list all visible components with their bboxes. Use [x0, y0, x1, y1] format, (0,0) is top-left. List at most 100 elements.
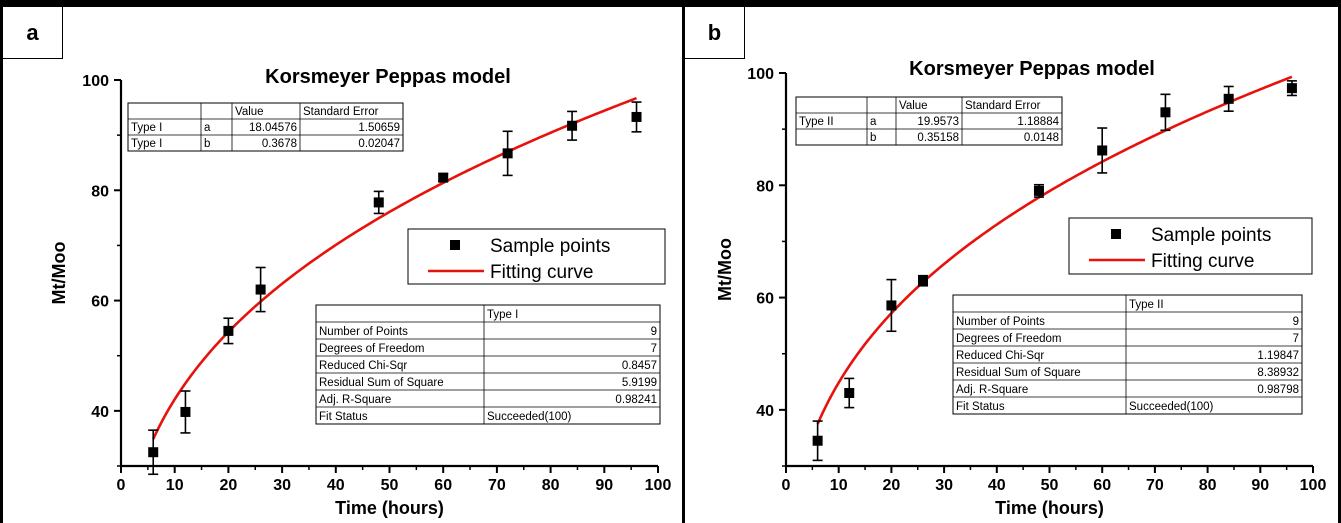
stats-table-a-cell: Degrees of Freedom	[319, 343, 424, 355]
y-axis-label-b: Mt/Moo	[715, 238, 735, 301]
sample-point-a	[502, 148, 513, 159]
y-tick-label-a: 40	[91, 404, 109, 421]
y-tick-label-b: 60	[756, 291, 774, 308]
x-tick-label-a: 100	[645, 477, 672, 494]
param-table-a-cell: Value	[235, 106, 264, 118]
sample-point-a	[373, 197, 384, 208]
stats-table-b-cell: Succeeded(100)	[1129, 401, 1214, 413]
param-table-b-cell: a	[870, 116, 877, 128]
sample-point-a	[631, 111, 642, 122]
x-tick-label-b: 40	[988, 477, 1006, 494]
sample-point-b	[844, 388, 855, 399]
stats-table-a-box	[315, 304, 661, 425]
stats-table-b-cell: 8.38932	[1257, 367, 1299, 379]
stats-table-a-cell: 0.8457	[622, 360, 657, 372]
param-table-b-cell: 0.35158	[917, 132, 959, 144]
sample-point-b	[1223, 93, 1234, 104]
x-tick-label-a: 20	[220, 477, 238, 494]
y-tick-label-a: 100	[82, 73, 109, 90]
x-tick-label-a: 40	[327, 477, 345, 494]
y-tick-label-b: 100	[747, 66, 774, 83]
x-tick-label-b: 100	[1300, 477, 1327, 494]
y-tick-label-b: 80	[756, 178, 774, 195]
x-tick-label-b: 10	[830, 477, 848, 494]
stats-table-a-cell: 5.9199	[622, 377, 657, 389]
legend-label-sample-a: Sample points	[490, 236, 610, 257]
x-tick-label-a: 80	[542, 477, 560, 494]
chart-title-b: Korsmeyer Peppas model	[909, 58, 1155, 80]
chart-title-a: Korsmeyer Peppas model	[265, 66, 511, 88]
x-tick-label-b: 80	[1199, 477, 1217, 494]
sample-point-b	[1286, 83, 1297, 94]
param-table-a-cell: 0.3678	[262, 138, 297, 150]
stats-table-b-box	[952, 294, 1303, 415]
x-axis-label-b: Time (hours)	[995, 498, 1104, 518]
param-table-b-cell: Standard Error	[965, 100, 1041, 112]
sample-point-b	[812, 435, 823, 446]
stats-table-b-cell: Degrees of Freedom	[956, 333, 1061, 345]
panel-label-a: a	[3, 7, 63, 59]
y-axis-label-a: Mt/Moo	[49, 242, 69, 305]
x-tick-label-a: 10	[166, 477, 184, 494]
param-table-a-cell: a	[204, 122, 211, 134]
stats-table-a-cell: Reduced Chi-Sqr	[319, 360, 407, 372]
legend-marker-square-b	[1111, 229, 1121, 239]
legend-label-sample-b: Sample points	[1151, 225, 1271, 246]
y-tick-label-a: 60	[91, 294, 109, 311]
legend-box-b	[1068, 217, 1313, 275]
x-tick-label-a: 70	[488, 477, 506, 494]
y-tick-label-b: 40	[756, 403, 774, 420]
param-table-b-cell: 0.0148	[1024, 132, 1059, 144]
stats-table-a-cell: Fit Status	[319, 411, 368, 423]
legend-marker-square-a	[450, 240, 460, 250]
sample-point-a	[223, 325, 234, 336]
param-table-a-cell: 0.02047	[358, 138, 400, 150]
stats-table-a-cell: 7	[651, 343, 657, 355]
x-tick-label-a: 30	[273, 477, 291, 494]
param-table-b-box	[795, 96, 1063, 146]
stats-table-a-cell: Type I	[487, 309, 518, 321]
stats-table-b-cell: 1.19847	[1257, 350, 1299, 362]
x-tick-label-a: 50	[381, 477, 399, 494]
stats-table-b-cell: 0.98798	[1257, 384, 1299, 396]
chart-panel-b: Korsmeyer Peppas model 0 10 20 30 40 50 60 70 80 9…	[682, 0, 1341, 523]
stats-table-a-cell: Residual Sum of Square	[319, 377, 444, 389]
legend-label-fit-a: Fitting curve	[490, 262, 593, 283]
sample-point-b	[918, 275, 929, 286]
param-table-b-cell: Type II	[799, 116, 834, 128]
sample-point-b	[1033, 185, 1044, 196]
stats-table-a-cell: 9	[651, 326, 657, 338]
chart-svg-a: Korsmeyer Peppas model 0 10 20 30 40 50 60 70 80 9…	[49, 66, 672, 518]
sample-point-b	[1160, 107, 1171, 118]
stats-table-b-cell: Type II	[1129, 299, 1164, 311]
param-table-a-cell: Type I	[131, 138, 162, 150]
stats-table-b-cell: Adj. R-Square	[956, 384, 1028, 396]
param-table-a-box	[127, 102, 404, 152]
stats-table-b-cell: Residual Sum of Square	[956, 367, 1081, 379]
x-tick-label-b: 70	[1146, 477, 1164, 494]
param-table-b-cell: 19.9573	[917, 116, 959, 128]
x-axis-label-a: Time (hours)	[335, 498, 444, 518]
stats-table-b-cell: Reduced Chi-Sqr	[956, 350, 1044, 362]
x-tick-label-b: 30	[935, 477, 953, 494]
param-table-a-cell: Standard Error	[303, 106, 379, 118]
stats-table-a-cell: 0.98241	[615, 394, 657, 406]
x-tick-label-a: 60	[434, 477, 452, 494]
stats-table-b-cell: 9	[1293, 316, 1299, 328]
param-table-b-cell: 1.18884	[1017, 116, 1059, 128]
x-tick-label-a: 90	[595, 477, 613, 494]
param-table-a-cell: b	[204, 138, 210, 150]
param-table-a-cell: 18.04576	[249, 122, 297, 134]
param-table-b-cell: b	[870, 132, 876, 144]
stats-table-a-cell: Number of Points	[319, 326, 408, 338]
sample-point-b	[1097, 145, 1108, 156]
param-table-b-cell: Value	[899, 100, 928, 112]
stats-table-b-cell: 7	[1293, 333, 1299, 345]
sample-point-a	[438, 172, 449, 183]
x-tick-label-b: 60	[1093, 477, 1111, 494]
chart-svg-b: Korsmeyer Peppas model 0 10 20 30 40 50 60 70 80 9…	[715, 58, 1327, 518]
y-tick-label-a: 80	[91, 183, 109, 200]
chart-panel-a: Korsmeyer Peppas model 0 10 20 30 40 50 60 70 80 9…	[0, 0, 685, 523]
fitting-curve-a	[152, 96, 637, 440]
legend-box-a	[407, 228, 666, 285]
